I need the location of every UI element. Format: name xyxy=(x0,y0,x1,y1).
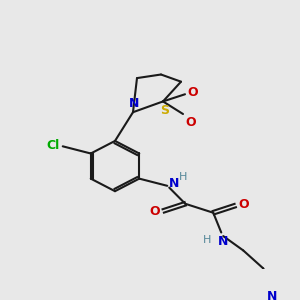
Text: O: O xyxy=(185,116,196,129)
Text: N: N xyxy=(129,98,139,110)
Text: O: O xyxy=(150,205,160,218)
Text: N: N xyxy=(267,290,278,300)
Text: H: H xyxy=(179,172,188,182)
Text: N: N xyxy=(218,235,228,248)
Text: O: O xyxy=(187,86,198,99)
Text: O: O xyxy=(238,198,249,211)
Text: Cl: Cl xyxy=(46,139,60,152)
Text: S: S xyxy=(160,104,169,117)
Text: N: N xyxy=(169,177,180,190)
Text: H: H xyxy=(203,235,211,245)
